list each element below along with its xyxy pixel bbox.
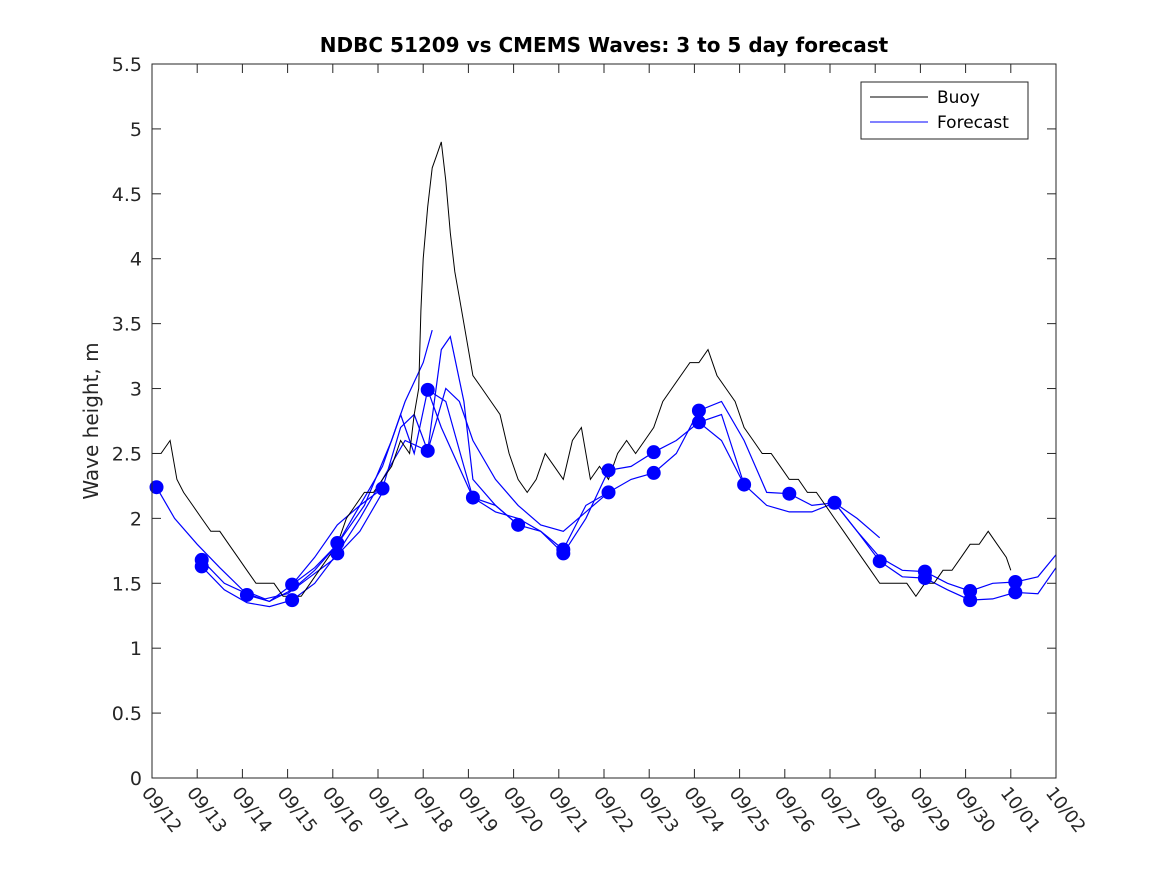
series-layer xyxy=(152,141,1057,608)
forecast-marker xyxy=(646,445,661,460)
forecast-marker xyxy=(511,517,526,532)
y-tick-label: 1.5 xyxy=(112,573,142,595)
forecast-marker xyxy=(782,486,797,501)
legend: Buoy Forecast xyxy=(860,81,1029,140)
forecast-marker xyxy=(149,480,164,495)
legend-forecast-label: Forecast xyxy=(937,113,1009,133)
forecast-marker xyxy=(646,465,661,480)
y-tick-label: 0 xyxy=(130,768,142,790)
forecast-run-line xyxy=(562,400,881,550)
marker-layer xyxy=(149,382,1023,608)
y-tick-label: 5.5 xyxy=(112,54,142,76)
forecast-run-line xyxy=(246,388,564,603)
y-tick-label: 2.5 xyxy=(112,443,142,465)
y-axis-label: Wave height, m xyxy=(79,342,103,499)
forecast-marker xyxy=(737,477,752,492)
y-tick-label: 1 xyxy=(130,638,142,660)
forecast-marker xyxy=(827,495,842,510)
y-tick-label: 4 xyxy=(130,249,142,271)
buoy-line xyxy=(152,141,1012,598)
forecast-marker xyxy=(465,490,480,505)
forecast-run-line xyxy=(291,387,609,585)
forecast-marker xyxy=(963,593,978,608)
forecast-marker xyxy=(691,415,706,430)
forecast-marker xyxy=(601,463,616,478)
forecast-marker xyxy=(420,382,435,397)
chart-title: NDBC 51209 vs CMEMS Waves: 3 to 5 day fo… xyxy=(320,33,889,57)
legend-buoy-label: Buoy xyxy=(937,88,980,108)
forecast-marker xyxy=(420,443,435,458)
plot-area xyxy=(152,64,1056,778)
forecast-marker xyxy=(872,554,887,569)
y-tick-label: 5 xyxy=(130,119,142,141)
forecast-marker xyxy=(375,481,390,496)
forecast-marker xyxy=(285,577,300,592)
forecast-marker xyxy=(330,546,345,561)
y-axis: 0 0.5 1 1.5 2 2.5 3 3.5 4 4.5 5 5.5 xyxy=(112,54,1056,790)
y-tick-label: 3.5 xyxy=(112,314,142,336)
forecast-marker xyxy=(917,571,932,586)
y-tick-label: 4.5 xyxy=(112,184,142,206)
forecast-marker xyxy=(194,559,209,574)
forecast-run-line xyxy=(427,389,745,555)
forecast-marker xyxy=(239,587,254,602)
forecast-marker xyxy=(285,593,300,608)
y-tick-label: 0.5 xyxy=(112,703,142,725)
y-tick-label: 2 xyxy=(130,508,142,530)
legend-box xyxy=(860,81,1029,140)
forecast-marker xyxy=(556,546,571,561)
forecast-marker xyxy=(601,485,616,500)
forecast-marker xyxy=(691,403,706,418)
forecast-marker xyxy=(1008,585,1023,600)
y-tick-label: 3 xyxy=(130,379,142,401)
forecast-run-line xyxy=(834,502,1057,592)
